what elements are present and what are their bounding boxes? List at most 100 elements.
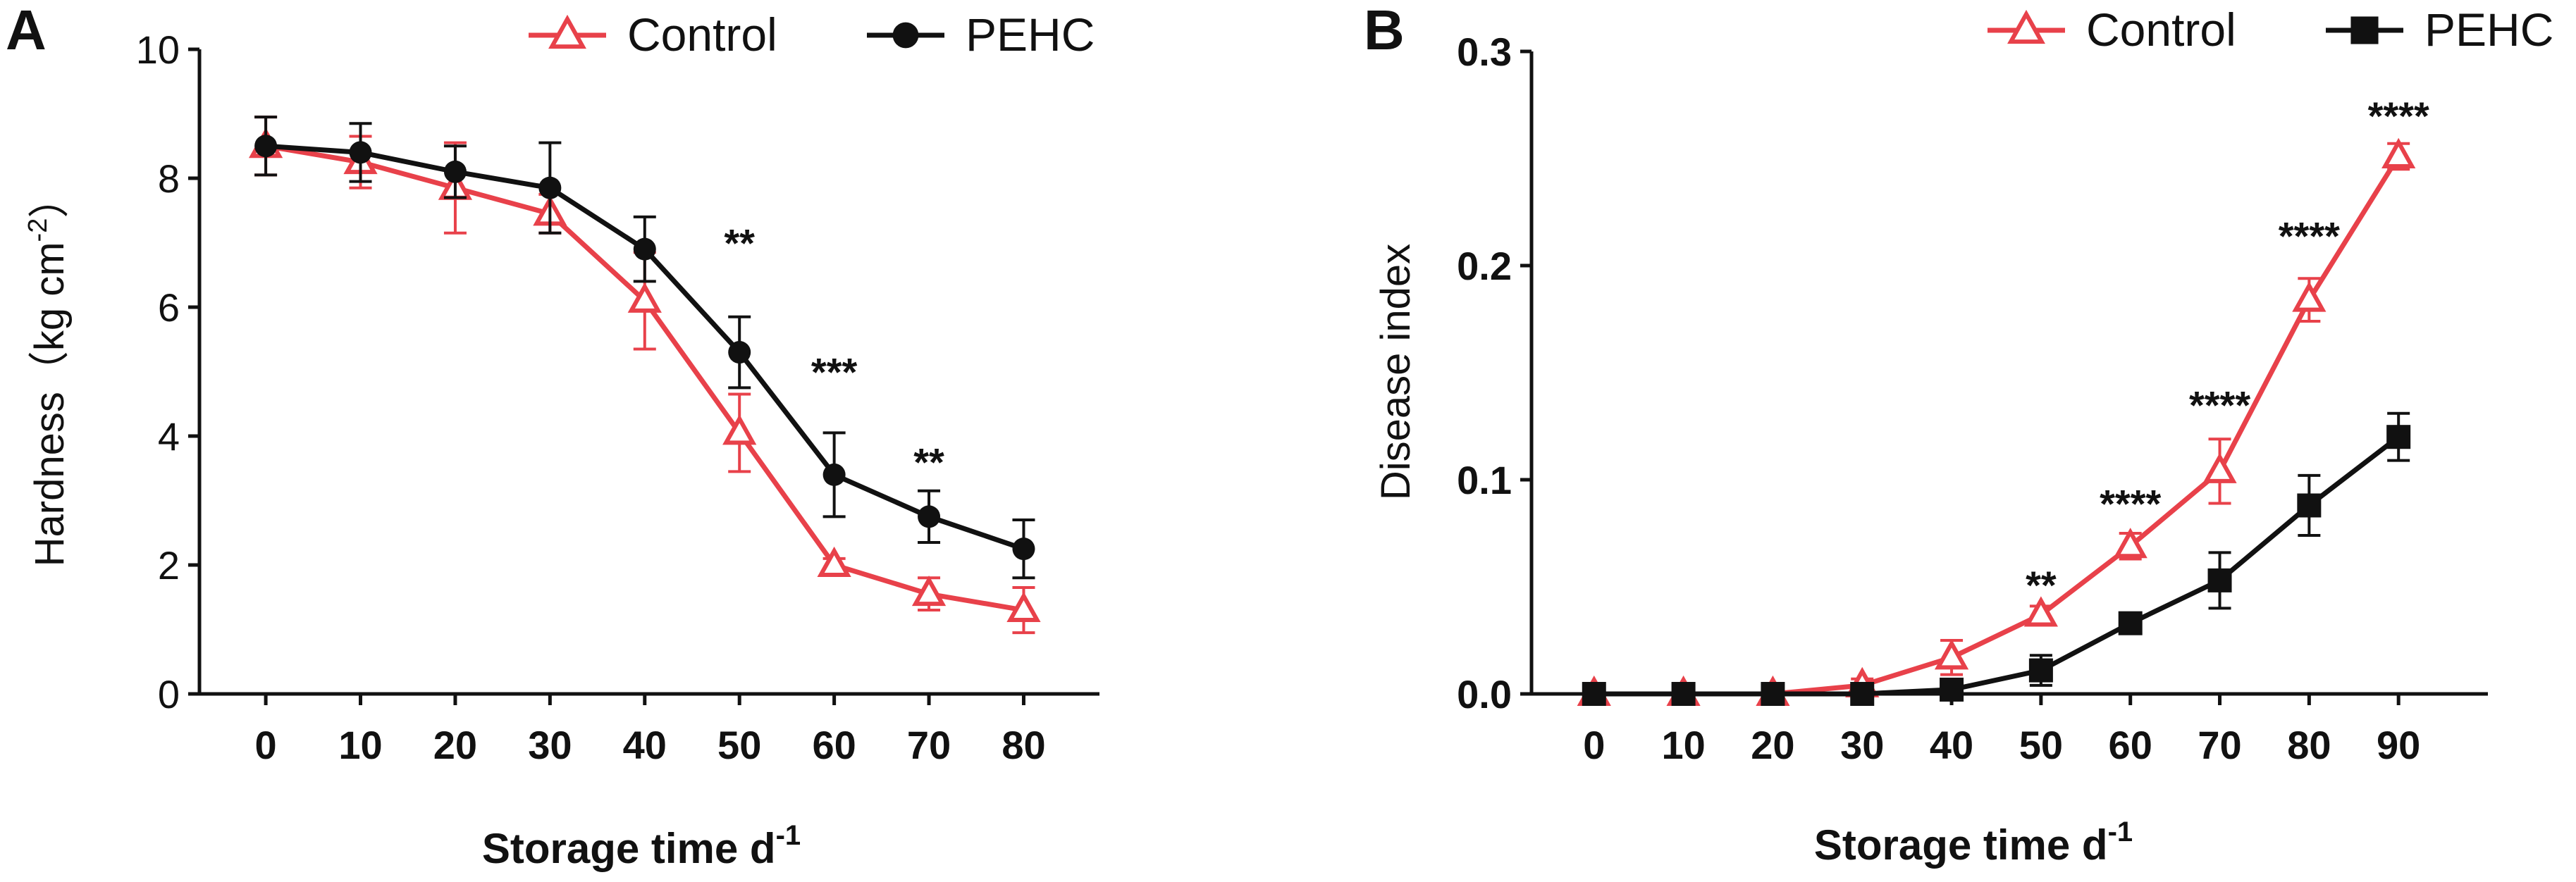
data-point — [2350, 16, 2379, 44]
y-axis-title-end: ） — [27, 178, 73, 218]
data-point — [2202, 452, 2237, 483]
x-axis-title: Storage time d-1 — [1814, 816, 2133, 869]
y-tick-label: 10 — [136, 27, 180, 72]
x-tick-label: 30 — [1840, 723, 1884, 767]
data-point — [254, 135, 278, 158]
data-point — [2113, 528, 2147, 559]
panel-letter: B — [1364, 0, 1405, 61]
data-point — [728, 341, 751, 364]
data-point — [1850, 682, 1875, 706]
y-axis-title-superscript: -2 — [23, 218, 53, 242]
y-tick-label: 0.3 — [1457, 30, 1512, 74]
y-axis-title: Hardness（kg cm-2） — [23, 178, 73, 567]
y-tick-label: 0.1 — [1457, 458, 1512, 502]
y-axis-title-main: Hardness（kg cm — [27, 242, 73, 566]
x-axis-title: Storage time d-1 — [482, 820, 801, 872]
data-point — [817, 546, 851, 577]
x-tick-label: 60 — [812, 723, 856, 767]
x-tick-label: 0 — [1583, 723, 1605, 767]
significance-label: **** — [2368, 94, 2429, 138]
legend-item-pehc: PEHC — [2326, 4, 2553, 56]
legend-label: Control — [627, 8, 777, 61]
x-tick-label: 30 — [528, 723, 572, 767]
y-tick-label: 8 — [158, 156, 180, 201]
data-point — [911, 576, 947, 607]
data-point — [349, 141, 372, 164]
y-tick-label: 2 — [158, 543, 180, 588]
significance-label: ** — [2026, 563, 2057, 607]
x-tick-label: 20 — [1751, 723, 1794, 767]
y-tick-label: 0.0 — [1457, 672, 1512, 716]
x-tick-label: 80 — [1002, 723, 1045, 767]
data-point — [722, 414, 757, 445]
x-tick-label: 0 — [255, 723, 277, 767]
x-axis-title-main: Storage time d — [1814, 821, 2108, 869]
data-point — [2207, 568, 2232, 592]
legend-label: Control — [2086, 4, 2236, 56]
data-point — [2381, 137, 2416, 168]
legend-label: PEHC — [2424, 4, 2553, 56]
x-tick-label: 50 — [2019, 723, 2063, 767]
significance-label: **** — [2279, 213, 2340, 258]
significance-label: ** — [913, 440, 944, 485]
x-tick-label: 10 — [338, 723, 382, 767]
legend-item-pehc: PEHC — [867, 8, 1095, 61]
data-point — [1934, 639, 1969, 670]
y-tick-label: 4 — [158, 414, 180, 459]
data-point — [538, 176, 562, 199]
y-axis-title: Disease index — [1373, 244, 1419, 500]
data-point — [2118, 611, 2143, 635]
data-point — [822, 463, 846, 486]
series-line — [1594, 435, 2401, 697]
significance-label: **** — [2189, 383, 2250, 428]
x-tick-label: 70 — [2198, 723, 2241, 767]
data-point — [2023, 596, 2059, 627]
y-tick-label: 0 — [158, 672, 180, 716]
data-point — [918, 505, 941, 528]
data-point — [2292, 281, 2327, 312]
data-point — [1761, 682, 1785, 706]
panel-letter: A — [6, 0, 47, 61]
chart-panel-b: B 0.0 0.1 0.2 0.3 0 10 20 30 40 50 60 70 80 90 Storage … — [1364, 0, 2553, 869]
data-point — [443, 160, 467, 183]
y-axis-title-main: Disease index — [1373, 244, 1419, 500]
legend-label: PEHC — [966, 8, 1095, 61]
legend-item-control: Control — [1988, 4, 2236, 56]
data-point — [633, 237, 656, 261]
significance-label: ** — [724, 221, 755, 266]
data-point — [548, 14, 586, 49]
data-point — [1940, 677, 1964, 702]
x-tick-label: 10 — [1661, 723, 1705, 767]
x-axis-title-superscript: -1 — [2108, 816, 2133, 847]
significance-label: **** — [2100, 481, 2161, 526]
data-point — [2386, 425, 2411, 449]
x-axis-title-superscript: -1 — [776, 820, 801, 851]
data-point — [1582, 682, 1606, 706]
y-tick-label: 0.2 — [1457, 244, 1512, 288]
data-point — [2297, 493, 2322, 518]
x-tick-label: 40 — [1930, 723, 1973, 767]
x-tick-label: 90 — [2377, 723, 2420, 767]
data-point — [1671, 682, 1696, 706]
x-tick-label: 40 — [623, 723, 667, 767]
legend-item-control: Control — [529, 8, 777, 61]
x-tick-label: 80 — [2287, 723, 2331, 767]
x-tick-label: 60 — [2109, 723, 2152, 767]
x-axis-title-main: Storage time d — [482, 825, 776, 872]
data-point — [892, 22, 919, 49]
data-point — [2028, 658, 2053, 683]
data-point — [1012, 538, 1035, 561]
x-tick-label: 20 — [433, 723, 477, 767]
data-point — [627, 282, 662, 313]
x-tick-label: 70 — [907, 723, 951, 767]
series-pehc — [1582, 411, 2411, 706]
y-tick-label: 6 — [158, 285, 180, 330]
data-point — [1006, 591, 1041, 623]
series-pehc — [254, 116, 1035, 580]
x-tick-label: 50 — [717, 723, 761, 767]
data-point — [2007, 9, 2045, 44]
significance-label: *** — [811, 350, 858, 395]
